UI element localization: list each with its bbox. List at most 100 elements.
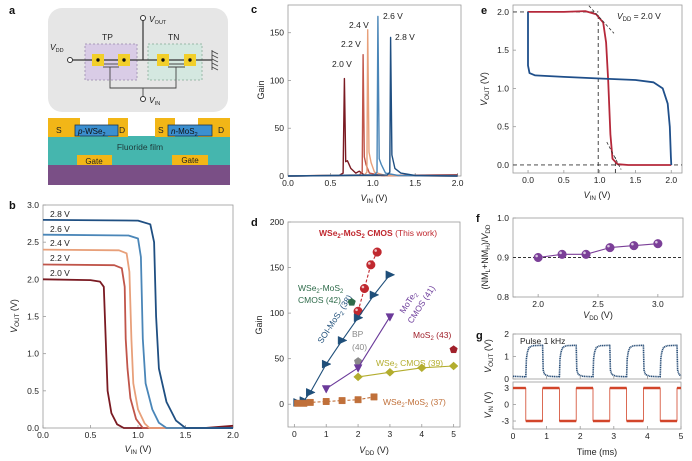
x-tick-label: 3.0 — [652, 299, 664, 309]
vout-label: VOUT — [149, 14, 167, 26]
label-segment: (V) — [479, 72, 489, 87]
x-tick-label: 2.0 — [452, 178, 464, 188]
x-tick-label: 2.0 — [532, 299, 544, 309]
data-point-square — [370, 393, 378, 401]
series-label: 2.4 V — [50, 238, 70, 248]
label-segment: DD — [485, 224, 492, 234]
data-point-circle — [359, 283, 369, 294]
data-point-circle — [605, 243, 615, 253]
label-segment: Time (ms) — [577, 447, 617, 457]
x-axis-label: VDD (V) — [359, 445, 389, 457]
label-segment: 2 — [340, 289, 343, 295]
y-tick-label: 100 — [270, 75, 284, 85]
label-segment: )/ — [480, 239, 490, 245]
gate-label-left: Gate — [85, 157, 103, 166]
series-line-26V — [287, 15, 458, 177]
vin-terminal — [140, 96, 146, 102]
label-segment: IN — [590, 195, 597, 202]
label-segment: (43) — [434, 330, 452, 340]
marker-highlight — [361, 285, 365, 289]
data-point-square — [306, 398, 314, 406]
x-axis-label: VIN (V) — [125, 444, 152, 456]
label-segment: DD — [623, 17, 632, 23]
series-label: 2.2 V — [50, 253, 70, 263]
y-tick-label: 0 — [504, 400, 509, 410]
series-line-22V — [42, 263, 233, 429]
y-tick-label: 200 — [270, 217, 284, 227]
panel-label-a: a — [9, 5, 16, 17]
x-tick-label: 0.0 — [522, 175, 534, 185]
device-cross-section: S D S D p-WSe2 n-MoS2 Fluoride film Gate… — [48, 118, 230, 185]
label-segment: CMOS (39) — [398, 358, 444, 368]
label-segment: (NM — [480, 272, 490, 289]
x-tick-label: 1.5 — [409, 178, 421, 188]
substrate-layer — [48, 165, 230, 185]
tn-label: TN — [168, 32, 179, 42]
y-tick-label: 50 — [275, 123, 285, 133]
label-segment: 2 — [430, 336, 433, 342]
pulse-annotation: Pulse 1 kHz — [520, 336, 565, 346]
x-axis-label: VDD (V) — [583, 310, 613, 322]
y-tick-label: 1.5 — [497, 45, 509, 55]
series-line — [357, 251, 378, 312]
series-label-line2: CMOS (42) — [298, 295, 341, 305]
label-segment: V — [483, 366, 493, 373]
data-point-triangle-right — [385, 270, 396, 280]
plot-frame — [287, 4, 462, 177]
chart-b-voltage-transfer: 0.0 0.5 1.0 1.5 2.0 0.0 0.5 1.0 1.5 2.0 2.5 3.0 VIN … — [9, 200, 239, 456]
panel-label-c: c — [251, 4, 257, 16]
label-segment: WSe — [383, 397, 402, 407]
source-contact-left — [48, 118, 80, 137]
series-line-transfer-curve — [528, 10, 672, 166]
label-segment: -MoS — [320, 283, 341, 293]
y-tick-label: 0.5 — [27, 386, 39, 396]
panel-label-d: d — [251, 217, 258, 229]
label-segment: -MoS — [341, 228, 362, 238]
x-tick-label: 1 — [544, 431, 549, 441]
y-tick-label: 0 — [279, 399, 284, 409]
data-point-diamond — [385, 367, 395, 377]
label-segment: 2 — [339, 311, 346, 317]
series-wse2-mos2-37: WSe2-MoS2 (37) — [294, 393, 446, 409]
label-segment: Gain — [254, 315, 264, 334]
series-line-26V — [42, 233, 233, 429]
vdd-annotation: VDD = 2.0 V — [617, 11, 661, 23]
label-segment: OUT — [488, 353, 495, 366]
data-point-circle — [629, 241, 639, 251]
y-tick-label: 150 — [270, 263, 284, 273]
y-tick-label: 1.5 — [27, 312, 39, 322]
y-axis-label: (NML+NMH)/VDD — [480, 224, 492, 289]
data-point-pentagon — [449, 345, 458, 354]
x-tick-label: 0.0 — [37, 430, 49, 440]
series-line-24V — [42, 248, 233, 429]
data-point-square — [300, 399, 308, 407]
x-tick-label: 2.0 — [227, 430, 239, 440]
y-tick-label: 100 — [270, 308, 284, 318]
x-tick-label: 4 — [645, 431, 650, 441]
series-label: WSe2-MoS2 — [298, 283, 343, 295]
source-label-left: S — [56, 125, 62, 135]
label-segment: V — [583, 310, 590, 320]
label-segment: V — [9, 326, 19, 333]
label-segment: IN — [131, 449, 138, 456]
y-tick-label: 3 — [504, 383, 509, 393]
data-point-diamond — [353, 372, 363, 382]
charts: 0.0 0.5 1.0 1.5 2.0 0.0 0.5 1.0 1.5 2.0 2.5 3.0 VIN … — [9, 4, 684, 457]
label-segment: (V) — [483, 339, 493, 354]
x-tick-label: 2.5 — [592, 299, 604, 309]
ground-icon — [211, 50, 219, 71]
data-point-square — [354, 396, 362, 404]
data-point-circle — [653, 239, 663, 249]
data-point-square — [322, 398, 330, 405]
n-mos2-channel — [167, 124, 213, 137]
series-label: 2.0 V — [332, 59, 352, 69]
label-segment: L — [485, 268, 492, 272]
y-tick-label: 0 — [279, 171, 284, 181]
x-tick-label: 1.5 — [180, 430, 192, 440]
data-point-circle — [557, 249, 567, 259]
x-tick-label: 1.0 — [132, 430, 144, 440]
y-axis-label: VOUT (V) — [483, 339, 495, 373]
